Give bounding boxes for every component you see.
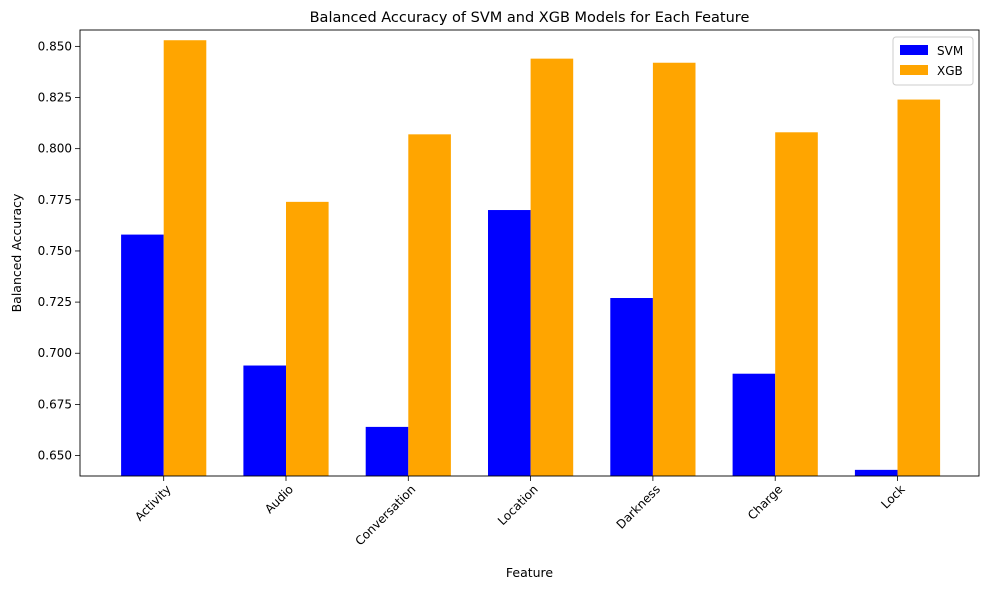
bar-svm-lock	[854, 469, 898, 476]
y-tick-label: 0.675	[38, 397, 72, 411]
x-tick-label: Location	[495, 482, 541, 528]
y-tick-label: 0.725	[38, 295, 72, 309]
plot-area: Activity Audio Conversation Location Darknes…	[38, 29, 980, 548]
bar-xgb-darkness	[652, 62, 696, 476]
bar-xgb-lock	[897, 99, 941, 476]
bar-svm-audio	[243, 365, 286, 476]
bar-xgb-audio	[286, 201, 329, 476]
legend-swatch-svm	[900, 45, 928, 55]
y-axis-label: Balanced Accuracy	[9, 193, 24, 312]
bar-xgb-location	[530, 58, 574, 476]
y-tick-label: 0.800	[38, 142, 72, 156]
bar-xgb-conversation	[408, 134, 451, 476]
x-tick-label: Darkness	[614, 482, 663, 531]
y-tick-label: 0.825	[38, 91, 72, 105]
legend-swatch-xgb	[900, 65, 928, 75]
x-tick-label: Audio	[262, 482, 296, 516]
bar-svm-conversation	[365, 426, 409, 476]
y-tick-label: 0.700	[38, 346, 72, 360]
x-tick-label: Conversation	[352, 482, 418, 548]
bar-svm-darkness	[610, 298, 653, 476]
chart-title: Balanced Accuracy of SVM and XGB Models …	[310, 10, 750, 26]
bar-xgb-activity	[163, 40, 207, 476]
y-tick-label: 0.650	[38, 449, 72, 463]
legend-label-svm: SVM	[937, 44, 963, 58]
bar-svm-charge	[732, 373, 776, 476]
y-tick-label: 0.750	[38, 244, 72, 258]
x-tick-label: Charge	[745, 482, 785, 522]
y-tick-label: 0.850	[38, 39, 72, 53]
x-tick-label: Activity	[132, 482, 174, 524]
bar-xgb-charge	[775, 132, 818, 476]
bar-svm-location	[488, 210, 531, 477]
legend-label-xgb: XGB	[937, 64, 963, 78]
legend: SVM XGB	[892, 36, 974, 86]
x-tick-label: Lock	[878, 482, 907, 511]
x-axis-label: Feature	[506, 565, 554, 580]
bar-svm-activity	[121, 234, 164, 476]
y-tick-label: 0.775	[38, 193, 72, 207]
axes-frame	[79, 29, 980, 477]
